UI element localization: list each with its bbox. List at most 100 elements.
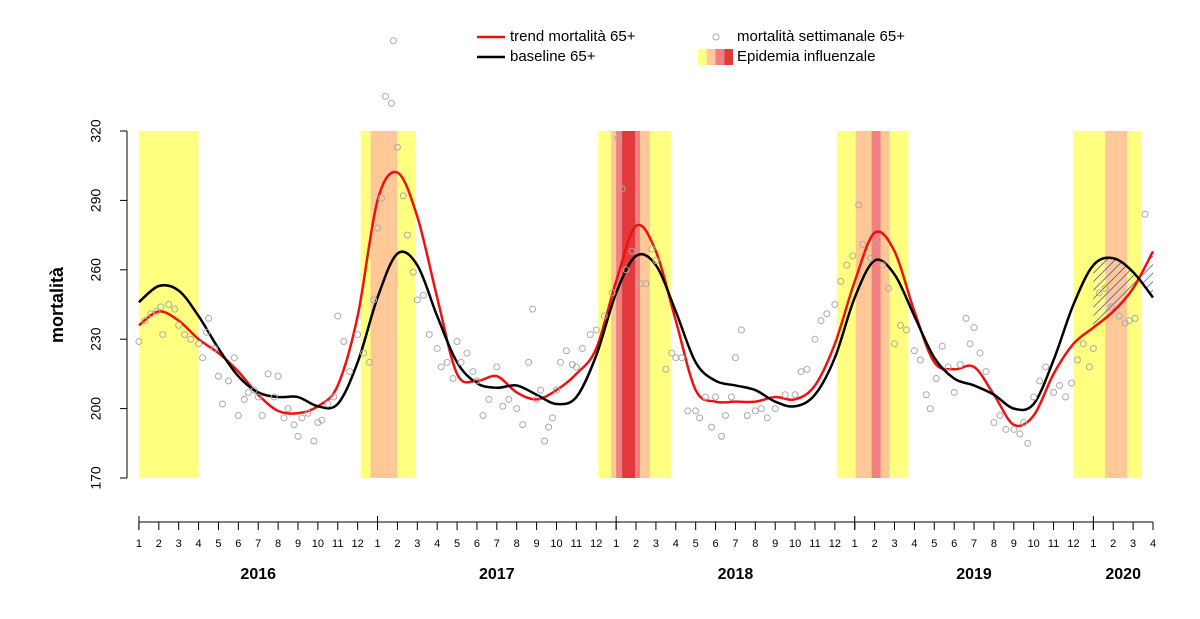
data-point xyxy=(433,344,441,352)
x-tick-label: 8 xyxy=(752,538,758,550)
data-point xyxy=(1020,418,1028,426)
x-tick-label: 5 xyxy=(693,538,699,550)
data-point xyxy=(743,412,751,420)
x-tick-label: 9 xyxy=(295,538,301,550)
data-point xyxy=(737,326,745,334)
x-tick-label: 8 xyxy=(275,538,281,550)
y-tick-label: 200 xyxy=(88,397,104,421)
data-point xyxy=(568,361,576,369)
x-tick-label: 12 xyxy=(829,538,841,550)
data-point xyxy=(545,423,553,431)
data-point xyxy=(513,405,521,413)
data-point xyxy=(572,363,580,371)
y-tick-label: 170 xyxy=(88,466,104,490)
epidemic-band xyxy=(622,131,636,478)
data-point xyxy=(340,338,348,346)
data-point xyxy=(387,99,395,107)
data-point xyxy=(718,432,726,440)
data-point xyxy=(722,412,729,420)
x-tick-label: 4 xyxy=(673,538,679,550)
x-tick-label: 2 xyxy=(394,538,400,550)
data-point xyxy=(1036,377,1044,385)
data-point xyxy=(708,423,716,431)
data-point xyxy=(966,340,974,348)
data-point xyxy=(1107,303,1115,311)
data-point xyxy=(996,412,1004,420)
data-point xyxy=(891,340,899,348)
data-point xyxy=(859,240,867,248)
data-point xyxy=(157,303,165,311)
data-point xyxy=(230,354,238,362)
data-point xyxy=(578,344,586,352)
x-tick-label: 7 xyxy=(494,538,500,550)
data-point xyxy=(533,395,541,403)
x-tick-label: 6 xyxy=(712,538,718,550)
data-point xyxy=(165,301,173,308)
data-point xyxy=(505,395,513,403)
legend-swatch xyxy=(715,49,725,65)
data-point xyxy=(294,432,302,440)
x-tick-label: 1 xyxy=(374,538,380,550)
data-point xyxy=(712,393,720,401)
data-point xyxy=(310,437,318,445)
data-point xyxy=(831,301,839,308)
data-point xyxy=(258,412,266,420)
data-point xyxy=(600,312,608,320)
data-point xyxy=(274,372,282,380)
data-point xyxy=(1030,393,1038,401)
data-point xyxy=(1024,439,1032,447)
data-point xyxy=(135,338,143,346)
data-point xyxy=(849,252,857,260)
x-tick-label: 5 xyxy=(931,538,937,550)
data-point xyxy=(234,412,242,420)
y-tick-label: 230 xyxy=(88,327,104,351)
data-point xyxy=(469,368,477,376)
data-point xyxy=(318,416,326,424)
data-point xyxy=(922,391,930,399)
data-point xyxy=(990,418,998,426)
data-point xyxy=(956,361,964,369)
x-tick-label: 4 xyxy=(1150,538,1156,550)
data-point xyxy=(727,393,735,401)
data-point xyxy=(867,254,875,262)
data-point xyxy=(187,335,195,343)
data-point xyxy=(562,347,570,355)
legend-swatch xyxy=(706,49,716,65)
year-label: 2020 xyxy=(1105,566,1141,583)
data-point xyxy=(205,314,213,322)
x-tick-label: 11 xyxy=(809,538,820,550)
x-tick-label: 1 xyxy=(1090,538,1096,550)
data-point xyxy=(330,393,338,401)
data-point xyxy=(270,393,278,401)
x-tick-label: 7 xyxy=(732,538,738,550)
data-point xyxy=(453,338,461,346)
data-point xyxy=(479,412,487,420)
x-tick-label: 4 xyxy=(911,538,917,550)
data-point xyxy=(592,326,600,334)
data-point xyxy=(823,310,831,318)
data-point xyxy=(346,368,354,376)
data-point xyxy=(525,358,533,366)
data-point xyxy=(1121,319,1129,327)
data-point xyxy=(218,400,226,408)
data-point xyxy=(360,349,368,357)
data-point xyxy=(195,340,203,348)
data-point xyxy=(1095,289,1103,297)
data-point xyxy=(781,391,789,399)
data-point xyxy=(389,37,397,45)
data-point xyxy=(873,240,881,248)
data-point xyxy=(976,349,984,357)
data-point xyxy=(910,347,918,355)
data-point xyxy=(409,268,417,276)
x-tick-label: 12 xyxy=(1067,538,1079,550)
data-point xyxy=(519,421,527,429)
data-point xyxy=(240,395,248,403)
data-point xyxy=(843,261,851,269)
x-tick-label: 2 xyxy=(1110,538,1116,550)
data-point xyxy=(763,414,771,422)
x-tick-label: 5 xyxy=(215,538,221,550)
data-point xyxy=(203,328,211,336)
x-tick-label: 5 xyxy=(454,538,460,550)
data-point xyxy=(618,185,626,193)
y-tick-label: 290 xyxy=(88,189,104,213)
